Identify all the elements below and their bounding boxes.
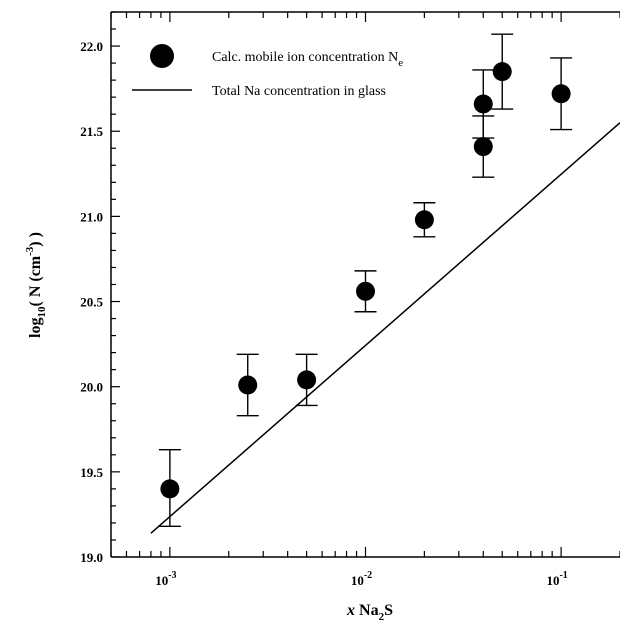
error-bars — [158, 33, 573, 528]
data-point — [238, 375, 258, 395]
y-tick-label: 21.5 — [80, 124, 103, 139]
data-point — [473, 94, 493, 114]
legend-label-total-na: Total Na concentration in glass — [212, 84, 386, 99]
y-tick-label: 21.0 — [80, 209, 103, 224]
y-tick-label: 19.0 — [80, 550, 103, 565]
data-point — [551, 84, 571, 104]
axis-titles: x Na2S log10( N (cm-3) ) — [24, 232, 393, 623]
x-axis-title: x Na2S — [346, 602, 393, 623]
x-tick-label: 10-3 — [155, 570, 176, 588]
data-points — [160, 62, 571, 499]
data-point — [492, 62, 512, 82]
x-tick-label: 10-2 — [351, 570, 372, 588]
legend-label-mobile-ion: Calc. mobile ion concentration Ne — [212, 50, 403, 69]
legend: Calc. mobile ion concentration Ne Total N… — [132, 44, 403, 99]
y-tick-label: 20.0 — [80, 380, 103, 395]
data-point — [473, 137, 493, 157]
legend-marker-circle — [150, 44, 174, 68]
y-tick-label: 20.5 — [80, 295, 103, 310]
x-axis-ticks: 10-3 10-2 10-1 — [110, 12, 620, 588]
data-point — [414, 210, 434, 230]
y-axis-title: log10( N (cm-3) ) — [24, 232, 48, 338]
data-point — [297, 370, 317, 390]
total-na-line — [150, 122, 620, 534]
y-tick-label: 22.0 — [80, 39, 103, 54]
y-axis-ticks: 19.0 19.5 20.0 20.5 21.0 21.5 22.0 — [80, 11, 120, 565]
data-point — [160, 479, 180, 499]
y-tick-label: 19.5 — [80, 465, 103, 480]
data-point — [356, 281, 375, 301]
series-line — [150, 122, 620, 534]
x-tick-label: 10-1 — [546, 570, 567, 588]
